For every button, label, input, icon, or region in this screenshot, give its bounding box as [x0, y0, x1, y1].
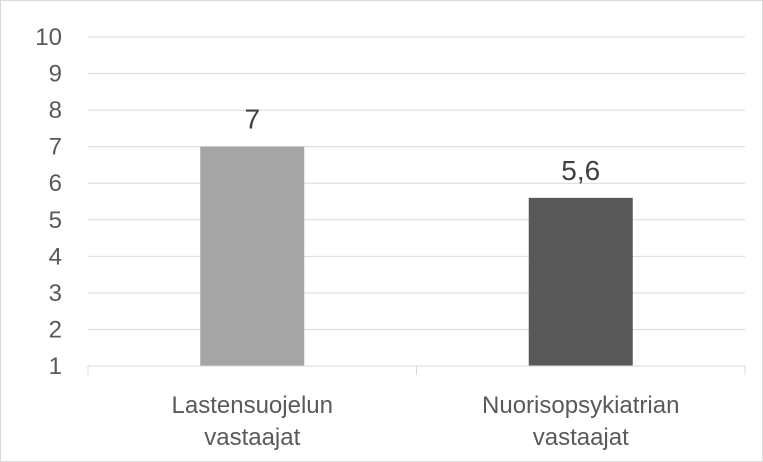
x-axis: [87, 365, 746, 375]
y-tick-label: 5: [49, 207, 62, 234]
gridlines: [88, 36, 745, 330]
y-tick-label: 6: [49, 170, 62, 197]
data-labels: 75,6: [244, 104, 600, 186]
data-label: 7: [244, 104, 260, 135]
y-tick-label: 1: [49, 353, 62, 380]
data-label: 5,6: [561, 155, 600, 186]
y-tick-label: 10: [35, 24, 62, 51]
y-tick-label: 3: [49, 280, 62, 307]
y-tick-label: 8: [49, 97, 62, 124]
y-tick-label: 7: [49, 134, 62, 161]
x-category-label: vastaajat: [204, 424, 300, 451]
y-axis-ticks: 1 2 3 4 5 6 7 8 9 10: [35, 24, 62, 380]
x-axis-categories: Lastensuojelun vastaajat Nuorisopsykiatria…: [172, 392, 680, 451]
y-tick-label: 2: [49, 316, 62, 343]
y-tick-label: 4: [49, 243, 62, 270]
x-category-label: Lastensuojelun: [172, 392, 333, 419]
x-category-label: Nuorisopsykiatrian: [482, 392, 679, 419]
y-tick-label: 9: [49, 61, 62, 88]
bar: [528, 197, 633, 366]
bars: [200, 146, 633, 366]
bar: [200, 146, 305, 366]
x-category-label: vastaajat: [533, 424, 629, 451]
